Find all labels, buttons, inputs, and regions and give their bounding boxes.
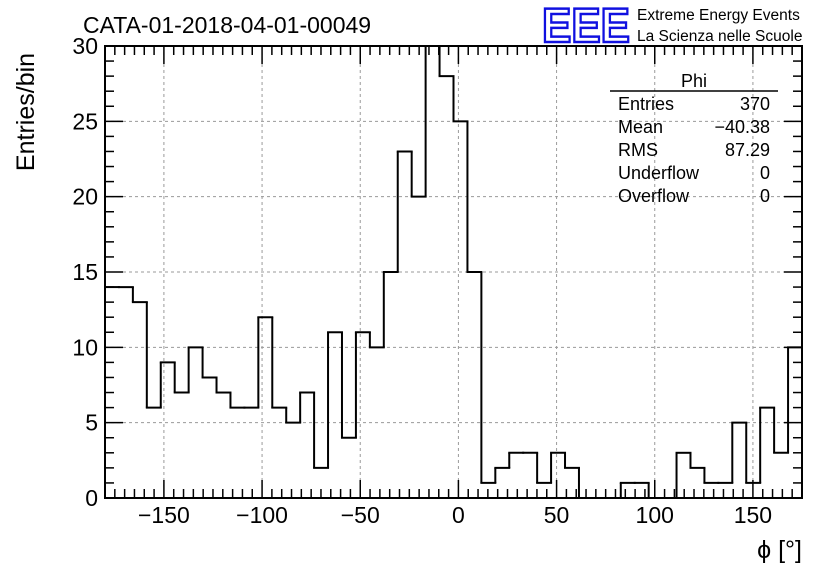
x-tick-label: 0: [452, 502, 465, 528]
axis-ticks: [105, 45, 803, 499]
y-tick-labels: 0 5 10 15 20 25 30: [72, 33, 98, 511]
y-tick-label: 10: [72, 334, 98, 360]
stats-label-entries: Entries: [618, 94, 674, 114]
y-tick-label: 25: [72, 108, 98, 134]
x-tick-label: 50: [544, 502, 570, 528]
stats-box: Phi Entries 370 Mean −40.38 RMS 87.29 Un…: [610, 71, 778, 206]
stats-title: Phi: [681, 71, 707, 91]
eee-logo-letters: EEE: [542, 0, 630, 53]
stats-value-mean: −40.38: [714, 117, 770, 137]
x-tick-label: −150: [138, 502, 190, 528]
eee-logo-line1: Extreme Energy Events: [637, 7, 800, 24]
x-tick-label: −50: [341, 502, 380, 528]
eee-logo: EEE Extreme Energy Events La Scienza nel…: [541, 0, 803, 54]
run-title: CATA-01-2018-04-01-00049: [83, 12, 371, 38]
stats-value-rms: 87.29: [725, 140, 770, 160]
stats-value-overflow: 0: [760, 186, 770, 206]
stats-value-underflow: 0: [760, 163, 770, 183]
eee-logo-line2: La Scienza nelle Scuole: [637, 28, 802, 45]
x-axis-label: ϕ [°]: [757, 536, 802, 564]
stats-label-rms: RMS: [618, 140, 658, 160]
x-tick-label: 100: [636, 502, 674, 528]
y-tick-label: 20: [72, 184, 98, 210]
y-axis-label: Entries/bin: [12, 53, 40, 171]
stats-label-underflow: Underflow: [618, 163, 700, 183]
y-tick-label: 5: [85, 410, 98, 436]
y-tick-label: 30: [72, 33, 98, 59]
stats-value-entries: 370: [740, 94, 770, 114]
y-tick-label: 15: [72, 259, 98, 285]
x-tick-label: 150: [734, 502, 772, 528]
x-tick-labels: −150 −100 −50 0 50 100 150: [138, 502, 772, 528]
stats-label-overflow: Overflow: [618, 186, 690, 206]
x-tick-label: −100: [236, 502, 288, 528]
stats-label-mean: Mean: [618, 117, 663, 137]
y-tick-label: 0: [85, 485, 98, 511]
